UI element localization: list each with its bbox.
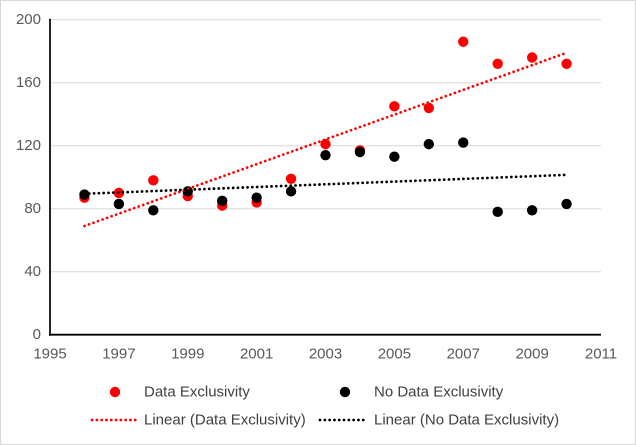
data-point-no-data-exclusivity (389, 151, 400, 162)
legend-label-data-exclusivity: Data Exclusivity (144, 384, 250, 401)
data-point-no-data-exclusivity (423, 138, 435, 150)
x-tick-label: 2011 (585, 346, 617, 363)
legend-label-no-data-exclusivity: No Data Exclusivity (374, 384, 504, 401)
data-point-data-exclusivity (458, 36, 469, 47)
data-point-no-data-exclusivity (458, 137, 469, 148)
y-tick-label: 160 (16, 74, 41, 91)
data-point-no-data-exclusivity (354, 146, 366, 158)
plot-area: 0 40 80 120 160 200 1995 1997 1999 2001 2003 2005 20… (16, 11, 617, 362)
data-point-no-data-exclusivity (216, 195, 228, 207)
data-point-data-exclusivity (561, 58, 572, 69)
legend-marker-no-data-exclusivity-icon (339, 386, 351, 398)
data-point-data-exclusivity (389, 101, 400, 112)
legend-label-linear-no-data-exclusivity: Linear (No Data Exclusivity) (374, 412, 559, 429)
data-point-data-exclusivity (492, 58, 503, 69)
data-point-data-exclusivity (320, 138, 331, 150)
y-tick-label: 40 (24, 263, 41, 280)
legend: Data Exclusivity No Data Exclusivity Lin… (90, 384, 559, 429)
data-point-no-data-exclusivity (561, 198, 572, 210)
x-tick-label: 2001 (240, 346, 273, 363)
data-point-no-data-exclusivity (285, 186, 297, 197)
x-tick-label: 1997 (102, 346, 135, 363)
x-tick-label: 2005 (378, 346, 411, 363)
data-point-no-data-exclusivity (148, 205, 159, 216)
x-tick-label: 2009 (515, 346, 548, 363)
y-tick-label: 120 (16, 137, 41, 154)
y-tick-label: 80 (24, 200, 41, 217)
x-tick-label: 2003 (309, 346, 342, 363)
trendline-linear-no-data-exclusivity- (83, 173, 568, 196)
data-point-no-data-exclusivity (113, 198, 125, 210)
trendline-linear-data-exclusivity- (83, 51, 568, 228)
data-point-no-data-exclusivity (251, 192, 262, 203)
data-point-no-data-exclusivity (492, 206, 503, 218)
data-point-no-data-exclusivity (526, 205, 538, 216)
x-tick-label: 1999 (171, 346, 204, 363)
data-point-data-exclusivity (526, 52, 538, 63)
x-tick-label: 2007 (447, 346, 480, 363)
y-tick-label: 200 (16, 11, 41, 28)
data-point-data-exclusivity (148, 175, 159, 186)
data-point-no-data-exclusivity (320, 149, 331, 161)
legend-label-linear-data-exclusivity: Linear (Data Exclusivity) (144, 412, 306, 429)
legend-marker-data-exclusivity-icon (109, 386, 121, 398)
x-tick-label: 1995 (33, 346, 66, 363)
data-point-data-exclusivity (285, 173, 297, 184)
y-tick-label: 0 (33, 326, 41, 343)
data-point-data-exclusivity (423, 102, 435, 114)
